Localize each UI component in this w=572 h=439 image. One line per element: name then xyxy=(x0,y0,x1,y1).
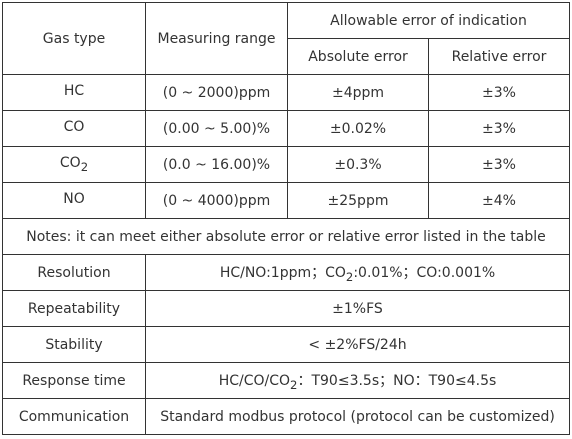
resolution-row: Resolution HC/NO:1ppm；CO2:0.01%；CO:0.001… xyxy=(2,254,570,291)
gas-absolute-error: ±25ppm xyxy=(287,182,429,219)
gas-relative-error: ±3% xyxy=(428,74,570,111)
gas-relative-error: ±3% xyxy=(428,146,570,183)
resolution-value: HC/NO:1ppm；CO2:0.01%；CO:0.001% xyxy=(145,254,570,291)
table-row: NO (0 ~ 4000)ppm ±25ppm ±4% xyxy=(2,182,570,219)
stability-row: Stability < ±2%FS/24h xyxy=(2,326,570,363)
repeatability-row: Repeatability ±1%FS xyxy=(2,290,570,327)
gas-range: (0 ~ 4000)ppm xyxy=(145,182,288,219)
spec-table: Gas type Measuring range Allowable error… xyxy=(2,2,570,435)
response-time-value: HC/CO/CO2：T90≤3.5s；NO：T90≤4.5s xyxy=(145,362,570,399)
notes-row: Notes: it can meet either absolute error… xyxy=(2,218,570,255)
response-time-label: Response time xyxy=(2,362,146,399)
header-absolute-error: Absolute error xyxy=(287,38,429,75)
stability-value: < ±2%FS/24h xyxy=(145,326,570,363)
gas-absolute-error: ±4ppm xyxy=(287,74,429,111)
gas-relative-error: ±4% xyxy=(428,182,570,219)
header-relative-error: Relative error xyxy=(428,38,570,75)
table-row: HC (0 ~ 2000)ppm ±4ppm ±3% xyxy=(2,74,570,111)
response-time-row: Response time HC/CO/CO2：T90≤3.5s；NO：T90≤… xyxy=(2,362,570,399)
gas-absolute-error: ±0.3% xyxy=(287,146,429,183)
stability-label: Stability xyxy=(2,326,146,363)
gas-range: (0.00 ~ 5.00)% xyxy=(145,110,288,147)
gas-name: CO2 xyxy=(2,146,146,183)
repeatability-label: Repeatability xyxy=(2,290,146,327)
repeatability-value: ±1%FS xyxy=(145,290,570,327)
header-measuring-range: Measuring range xyxy=(145,2,288,75)
communication-row: Communication Standard modbus protocol (… xyxy=(2,398,570,435)
gas-name: CO xyxy=(2,110,146,147)
gas-relative-error: ±3% xyxy=(428,110,570,147)
gas-range: (0 ~ 2000)ppm xyxy=(145,74,288,111)
communication-label: Communication xyxy=(2,398,146,435)
communication-value: Standard modbus protocol (protocol can b… xyxy=(145,398,570,435)
gas-range: (0.0 ~ 16.00)% xyxy=(145,146,288,183)
gas-absolute-error: ±0.02% xyxy=(287,110,429,147)
resolution-label: Resolution xyxy=(2,254,146,291)
table-row: CO (0.00 ~ 5.00)% ±0.02% ±3% xyxy=(2,110,570,147)
gas-name: HC xyxy=(2,74,146,111)
notes-text: Notes: it can meet either absolute error… xyxy=(2,218,570,255)
header-gas-type: Gas type xyxy=(2,2,146,75)
header-allowable-error: Allowable error of indication xyxy=(287,2,570,39)
table-row: CO2 (0.0 ~ 16.00)% ±0.3% ±3% xyxy=(2,146,570,183)
gas-name: NO xyxy=(2,182,146,219)
